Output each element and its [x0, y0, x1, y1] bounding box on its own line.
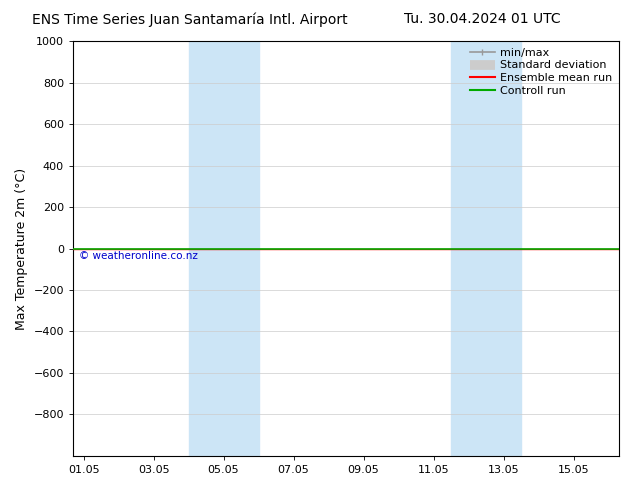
- Bar: [188, 41, 259, 456]
- Y-axis label: Max Temperature 2m (°C): Max Temperature 2m (°C): [15, 168, 28, 330]
- Text: Tu. 30.04.2024 01 UTC: Tu. 30.04.2024 01 UTC: [403, 12, 560, 26]
- Bar: [451, 41, 521, 456]
- Legend: min/max, Standard deviation, Ensemble mean run, Controll run: min/max, Standard deviation, Ensemble me…: [465, 43, 617, 100]
- Text: © weatheronline.co.nz: © weatheronline.co.nz: [79, 250, 197, 261]
- Text: ENS Time Series Juan Santamaría Intl. Airport: ENS Time Series Juan Santamaría Intl. Ai…: [32, 12, 348, 27]
